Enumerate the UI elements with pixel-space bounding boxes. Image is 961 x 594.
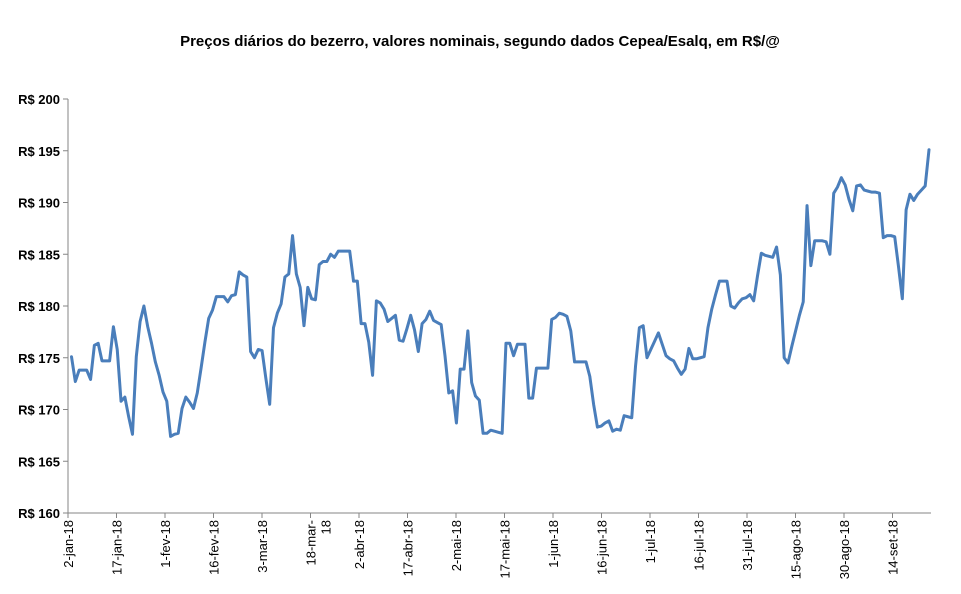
x-tick-label: 1-jun-18 — [546, 520, 561, 568]
x-tick-label: 2-abr-18 — [352, 520, 367, 569]
y-tick-label: R$ 170 — [18, 403, 60, 418]
y-tick-label: R$ 185 — [18, 247, 60, 262]
x-tick-label: 16-jul-18 — [692, 520, 707, 571]
y-tick-label: R$ 190 — [18, 196, 60, 211]
x-tick-label: 17-mai-18 — [498, 520, 513, 579]
x-tick-label: 15-ago-18 — [789, 520, 804, 579]
y-tick-label: R$ 175 — [18, 351, 60, 366]
x-tick-label: 17-jan-18 — [110, 520, 125, 575]
x-tick-label: 2-mai-18 — [449, 520, 464, 571]
x-tick-label: 3-mar-18 — [255, 520, 270, 573]
y-axis-tick-labels: R$ 160 R$ 165 R$ 170 R$ 175 R$ 180 R$ 185 R$ 1… — [18, 92, 60, 521]
chart-title: Preços diários do bezerro, valores nomin… — [180, 33, 780, 50]
series-line-bezerro-price — [70, 148, 931, 438]
x-tick-label: 18-mar-18 — [304, 520, 334, 566]
x-tick-label: 2-jan-18 — [61, 520, 76, 568]
x-tick-label: 31-jul-18 — [740, 520, 755, 571]
y-tick-label: R$ 180 — [18, 299, 60, 314]
x-tick-label: 30-ago-18 — [837, 520, 852, 579]
x-tick-label: 14-set-18 — [886, 520, 901, 575]
x-tick-label: 16-fev-18 — [207, 520, 222, 575]
y-tick-label: R$ 160 — [18, 506, 60, 521]
x-tick-label: 1-jul-18 — [643, 520, 658, 563]
x-axis-tick-labels: 2-jan-18 17-jan-18 1-fev-18 16-fev-18 3-mar-… — [61, 520, 901, 579]
y-tick-label: R$ 200 — [18, 92, 60, 107]
x-tick-label: 1-fev-18 — [158, 520, 173, 568]
axis-tick-marks — [63, 98, 893, 518]
y-tick-label: R$ 195 — [18, 144, 60, 159]
x-tick-label: 16-jun-18 — [595, 520, 610, 575]
x-tick-label: 17-abr-18 — [401, 520, 416, 576]
y-tick-label: R$ 165 — [18, 454, 60, 469]
